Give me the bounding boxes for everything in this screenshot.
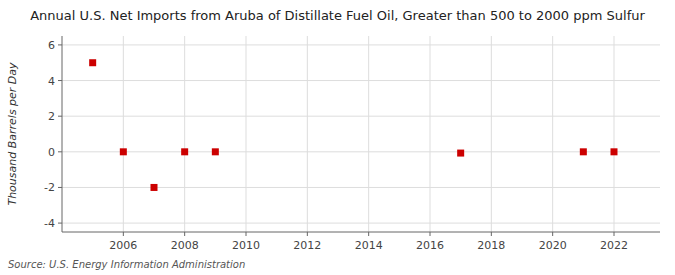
x-grid-line — [123, 36, 124, 232]
y-grid-line — [62, 44, 660, 45]
x-tick-label: 2016 — [416, 239, 444, 252]
y-tick-label: 0 — [48, 146, 55, 159]
x-tick-label: 2018 — [477, 239, 505, 252]
y-grid-line — [62, 80, 660, 81]
data-points — [89, 59, 617, 191]
x-grid-line — [491, 36, 492, 232]
x-grid-line — [184, 36, 185, 232]
y-grid-line — [62, 223, 660, 224]
x-tick-label: 2006 — [109, 239, 137, 252]
x-tick — [123, 232, 124, 236]
x-grid-line — [430, 36, 431, 232]
axes: -4 -2 0 2 4 6 2006 2008 2010 2012 2014 2016 2018 2020… — [44, 36, 660, 252]
x-tick — [368, 232, 369, 236]
data-point — [181, 148, 188, 155]
x-tick-label: 2014 — [355, 239, 383, 252]
y-tick-label: 2 — [48, 110, 55, 123]
x-axis-line — [62, 232, 660, 233]
x-grid-line — [246, 36, 247, 232]
y-tick-label: 4 — [48, 75, 55, 88]
data-point — [89, 59, 96, 66]
data-point — [580, 148, 587, 155]
data-point — [212, 148, 219, 155]
x-tick — [491, 232, 492, 236]
title: Annual U.S. Net Imports from Aruba of Di… — [30, 8, 645, 23]
x-grid-line — [614, 36, 615, 232]
x-tick-label: 2022 — [600, 239, 628, 252]
y-tick — [58, 116, 62, 117]
y-tick — [58, 151, 62, 152]
y-tick — [58, 80, 62, 81]
y-grid-line — [62, 116, 660, 117]
data-point — [457, 150, 464, 157]
y-tick-label: -2 — [44, 181, 55, 194]
x-tick — [307, 232, 308, 236]
data-point — [611, 148, 618, 155]
y-tick — [58, 187, 62, 188]
chart-container: Annual U.S. Net Imports from Aruba of Di… — [0, 0, 675, 275]
chart-svg: Annual U.S. Net Imports from Aruba of Di… — [0, 0, 675, 275]
data-point — [120, 148, 127, 155]
y-tick — [58, 223, 62, 224]
x-tick — [614, 232, 615, 236]
data-point — [151, 184, 158, 191]
x-tick-label: 2010 — [232, 239, 260, 252]
source-note: Source: U.S. Energy Information Administ… — [8, 259, 245, 270]
x-tick — [430, 232, 431, 236]
y-tick-label: -4 — [44, 217, 55, 230]
x-tick — [246, 232, 247, 236]
x-tick — [552, 232, 553, 236]
x-grid-line — [368, 36, 369, 232]
x-tick-label: 2012 — [293, 239, 321, 252]
x-tick-label: 2020 — [539, 239, 567, 252]
x-grid-line — [307, 36, 308, 232]
x-grid-line — [552, 36, 553, 232]
y-tick — [58, 44, 62, 45]
y-axis-line — [62, 36, 63, 232]
y-grid-line — [62, 151, 660, 152]
y-tick-label: 6 — [48, 39, 55, 52]
grid — [62, 36, 660, 232]
x-tick-label: 2008 — [171, 239, 199, 252]
y-axis-label: Thousand Barrels per Day — [6, 62, 19, 206]
x-tick — [184, 232, 185, 236]
